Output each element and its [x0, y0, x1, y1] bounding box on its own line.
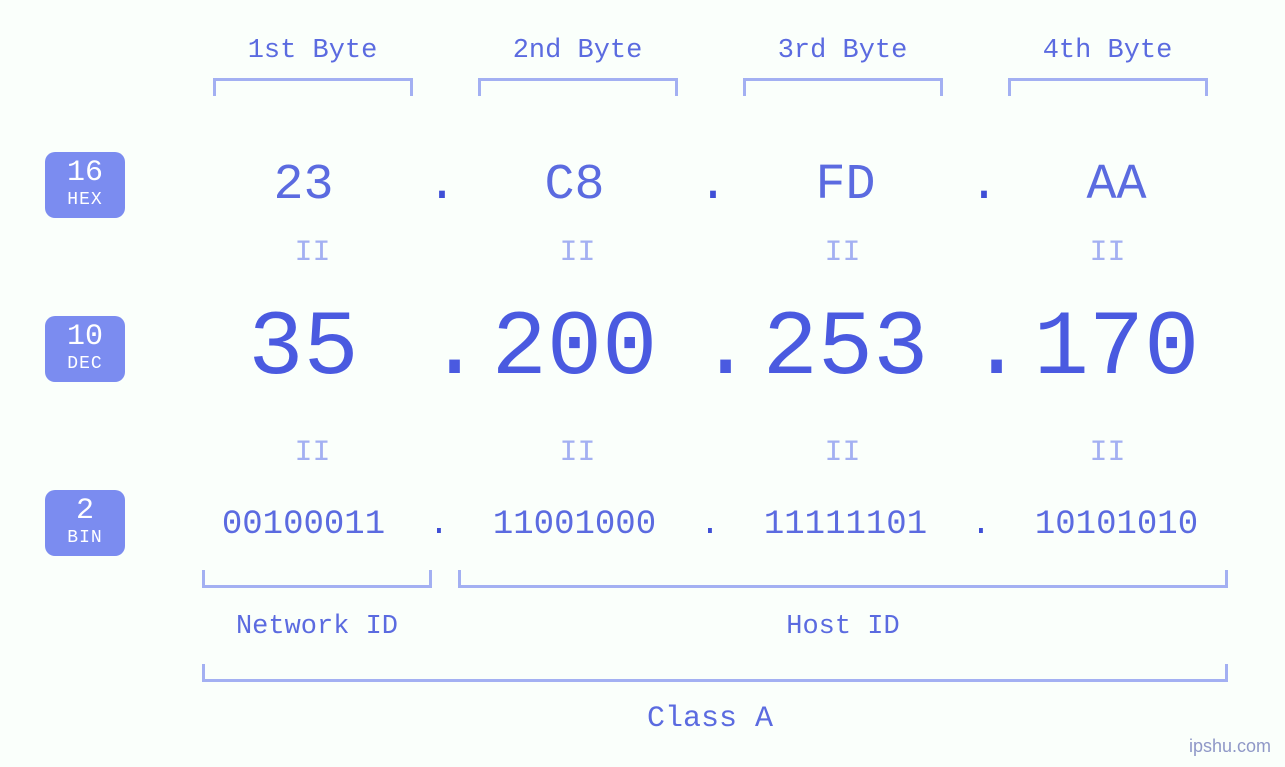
class-label: Class A	[180, 702, 1240, 736]
hex-dot-3: .	[969, 157, 993, 214]
bin-byte-1: 00100011	[180, 506, 427, 544]
dec-dot-2: .	[698, 296, 722, 401]
byte-bracket-4	[1008, 78, 1208, 96]
eq-row-hex-dec: II II II II	[180, 236, 1240, 270]
hex-byte-1: 23	[180, 157, 427, 214]
eq-1-2: II	[445, 236, 710, 270]
nethost-labels: Network ID Host ID	[180, 612, 1240, 648]
base-badge-bin: 2 BIN	[45, 490, 125, 556]
network-id-label: Network ID	[202, 612, 432, 642]
byte-label-1: 1st Byte	[180, 36, 445, 66]
eq-2-4: II	[975, 436, 1240, 470]
base-badge-dec-num: 10	[45, 322, 125, 354]
hex-dot-1: .	[427, 157, 451, 214]
hex-byte-2: C8	[451, 157, 698, 214]
eq-2-3: II	[710, 436, 975, 470]
byte-bracket-2	[478, 78, 678, 96]
hex-row: 23 . C8 . FD . AA	[180, 150, 1240, 220]
byte-bracket-1	[213, 78, 413, 96]
watermark: ipshu.com	[1189, 736, 1271, 757]
network-bracket	[202, 570, 432, 588]
dec-byte-4: 170	[993, 296, 1240, 401]
hex-byte-4: AA	[993, 157, 1240, 214]
base-badge-bin-num: 2	[45, 496, 125, 528]
base-badge-hex-txt: HEX	[45, 190, 125, 210]
eq-2-1: II	[180, 436, 445, 470]
bin-byte-2: 11001000	[451, 506, 698, 544]
dec-row: 35 . 200 . 253 . 170	[180, 288, 1240, 408]
base-badge-dec: 10 DEC	[45, 316, 125, 382]
bin-byte-3: 11111101	[722, 506, 969, 544]
hex-byte-3: FD	[722, 157, 969, 214]
dec-byte-1: 35	[180, 296, 427, 401]
bin-dot-1: .	[427, 506, 451, 544]
hex-dot-2: .	[698, 157, 722, 214]
base-badge-hex: 16 HEX	[45, 152, 125, 218]
base-badge-bin-txt: BIN	[45, 528, 125, 548]
top-brackets-row	[180, 78, 1240, 96]
bin-dot-2: .	[698, 506, 722, 544]
byte-label-2: 2nd Byte	[445, 36, 710, 66]
dec-dot-1: .	[427, 296, 451, 401]
nethost-brackets	[180, 570, 1240, 610]
base-badge-dec-txt: DEC	[45, 354, 125, 374]
byte-label-3: 3rd Byte	[710, 36, 975, 66]
dec-byte-2: 200	[451, 296, 698, 401]
dec-byte-3: 253	[722, 296, 969, 401]
bin-row: 00100011 . 11001000 . 11111101 . 1010101…	[180, 500, 1240, 550]
byte-labels-row: 1st Byte 2nd Byte 3rd Byte 4th Byte	[180, 36, 1240, 66]
bin-dot-3: .	[969, 506, 993, 544]
bin-byte-4: 10101010	[993, 506, 1240, 544]
byte-bracket-3	[743, 78, 943, 96]
eq-1-1: II	[180, 236, 445, 270]
host-id-label: Host ID	[458, 612, 1228, 642]
eq-row-dec-bin: II II II II	[180, 436, 1240, 470]
host-bracket	[458, 570, 1228, 588]
byte-label-4: 4th Byte	[975, 36, 1240, 66]
eq-1-4: II	[975, 236, 1240, 270]
class-bracket	[202, 664, 1228, 682]
base-badge-hex-num: 16	[45, 158, 125, 190]
eq-1-3: II	[710, 236, 975, 270]
eq-2-2: II	[445, 436, 710, 470]
dec-dot-3: .	[969, 296, 993, 401]
